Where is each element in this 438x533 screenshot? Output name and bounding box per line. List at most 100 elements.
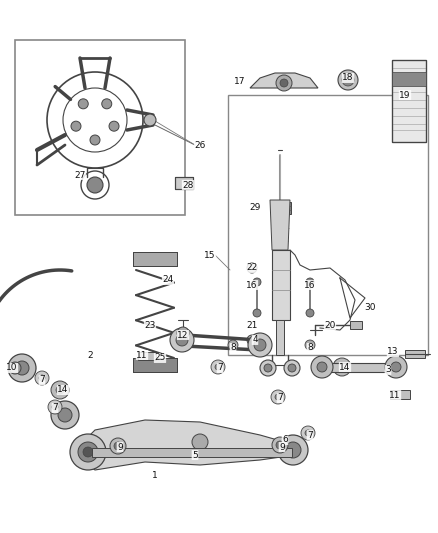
Bar <box>92 448 292 457</box>
Text: 18: 18 <box>342 74 354 83</box>
Text: 12: 12 <box>177 330 189 340</box>
Circle shape <box>78 99 88 109</box>
Text: 20: 20 <box>324 320 336 329</box>
Text: 8: 8 <box>307 343 313 352</box>
Circle shape <box>391 362 401 372</box>
Text: 11: 11 <box>389 391 401 400</box>
Circle shape <box>48 400 62 414</box>
Circle shape <box>342 74 354 86</box>
Text: 9: 9 <box>279 442 285 451</box>
Circle shape <box>110 438 126 454</box>
Circle shape <box>248 333 272 357</box>
Circle shape <box>264 364 272 372</box>
Bar <box>392 60 426 142</box>
Bar <box>390 390 410 399</box>
Text: 17: 17 <box>234 77 246 86</box>
Circle shape <box>333 358 351 376</box>
Bar <box>138 352 156 360</box>
Bar <box>133 252 177 266</box>
Circle shape <box>83 447 93 457</box>
Text: 25: 25 <box>154 353 166 362</box>
Circle shape <box>51 381 69 399</box>
Bar <box>272 250 290 320</box>
Circle shape <box>305 340 315 350</box>
Text: 13: 13 <box>387 348 399 357</box>
Circle shape <box>288 364 296 372</box>
Circle shape <box>253 278 261 286</box>
Text: 16: 16 <box>304 280 316 289</box>
Text: 7: 7 <box>52 403 58 413</box>
Bar <box>175 177 193 189</box>
Bar <box>392 60 426 142</box>
Circle shape <box>51 401 79 429</box>
Text: 3: 3 <box>385 366 391 375</box>
Circle shape <box>87 177 103 193</box>
Circle shape <box>71 121 81 131</box>
Circle shape <box>276 75 292 91</box>
Text: 9: 9 <box>117 442 123 451</box>
Circle shape <box>70 434 106 470</box>
Circle shape <box>284 360 300 376</box>
Circle shape <box>280 79 288 87</box>
Text: 7: 7 <box>307 431 313 440</box>
Circle shape <box>276 441 284 449</box>
Text: 2: 2 <box>87 351 93 359</box>
Circle shape <box>177 327 189 339</box>
Circle shape <box>144 114 156 126</box>
Bar <box>350 321 362 329</box>
Bar <box>405 350 425 358</box>
Circle shape <box>311 356 333 378</box>
Text: 14: 14 <box>57 385 69 394</box>
Circle shape <box>109 121 119 131</box>
Circle shape <box>306 278 314 286</box>
Circle shape <box>275 394 281 400</box>
Bar <box>228 95 428 355</box>
Circle shape <box>253 309 261 317</box>
Circle shape <box>272 437 288 453</box>
Text: 28: 28 <box>182 181 194 190</box>
Text: 1: 1 <box>152 471 158 480</box>
Text: 7: 7 <box>217 364 223 373</box>
Circle shape <box>317 362 327 372</box>
Circle shape <box>211 360 225 374</box>
Circle shape <box>278 435 308 465</box>
Circle shape <box>254 339 266 351</box>
Circle shape <box>306 309 314 317</box>
Text: 26: 26 <box>194 141 206 149</box>
Circle shape <box>78 442 98 462</box>
Bar <box>175 177 193 189</box>
Text: 14: 14 <box>339 362 351 372</box>
Polygon shape <box>250 73 318 88</box>
Text: 10: 10 <box>6 364 18 373</box>
Text: 19: 19 <box>399 91 411 100</box>
Bar <box>133 358 177 372</box>
Circle shape <box>58 408 72 422</box>
Text: 22: 22 <box>246 263 258 272</box>
Circle shape <box>215 364 221 370</box>
Text: 23: 23 <box>144 320 155 329</box>
Text: 30: 30 <box>364 303 376 312</box>
Bar <box>280 437 292 445</box>
Circle shape <box>35 371 49 385</box>
Circle shape <box>260 360 276 376</box>
Text: 7: 7 <box>277 393 283 402</box>
Circle shape <box>301 426 315 440</box>
Circle shape <box>9 362 21 374</box>
Bar <box>10 363 18 373</box>
Text: 11: 11 <box>136 351 148 359</box>
Text: 27: 27 <box>74 171 86 180</box>
Circle shape <box>385 356 407 378</box>
Text: 24: 24 <box>162 276 173 285</box>
Circle shape <box>228 340 238 350</box>
Circle shape <box>285 442 301 458</box>
Text: 5: 5 <box>192 450 198 459</box>
Circle shape <box>15 361 29 375</box>
Circle shape <box>305 430 311 436</box>
Bar <box>320 363 398 372</box>
Polygon shape <box>270 200 290 250</box>
Circle shape <box>338 363 346 371</box>
Bar <box>15 40 185 215</box>
Text: 7: 7 <box>39 376 45 384</box>
Circle shape <box>102 99 112 109</box>
Circle shape <box>338 70 358 90</box>
